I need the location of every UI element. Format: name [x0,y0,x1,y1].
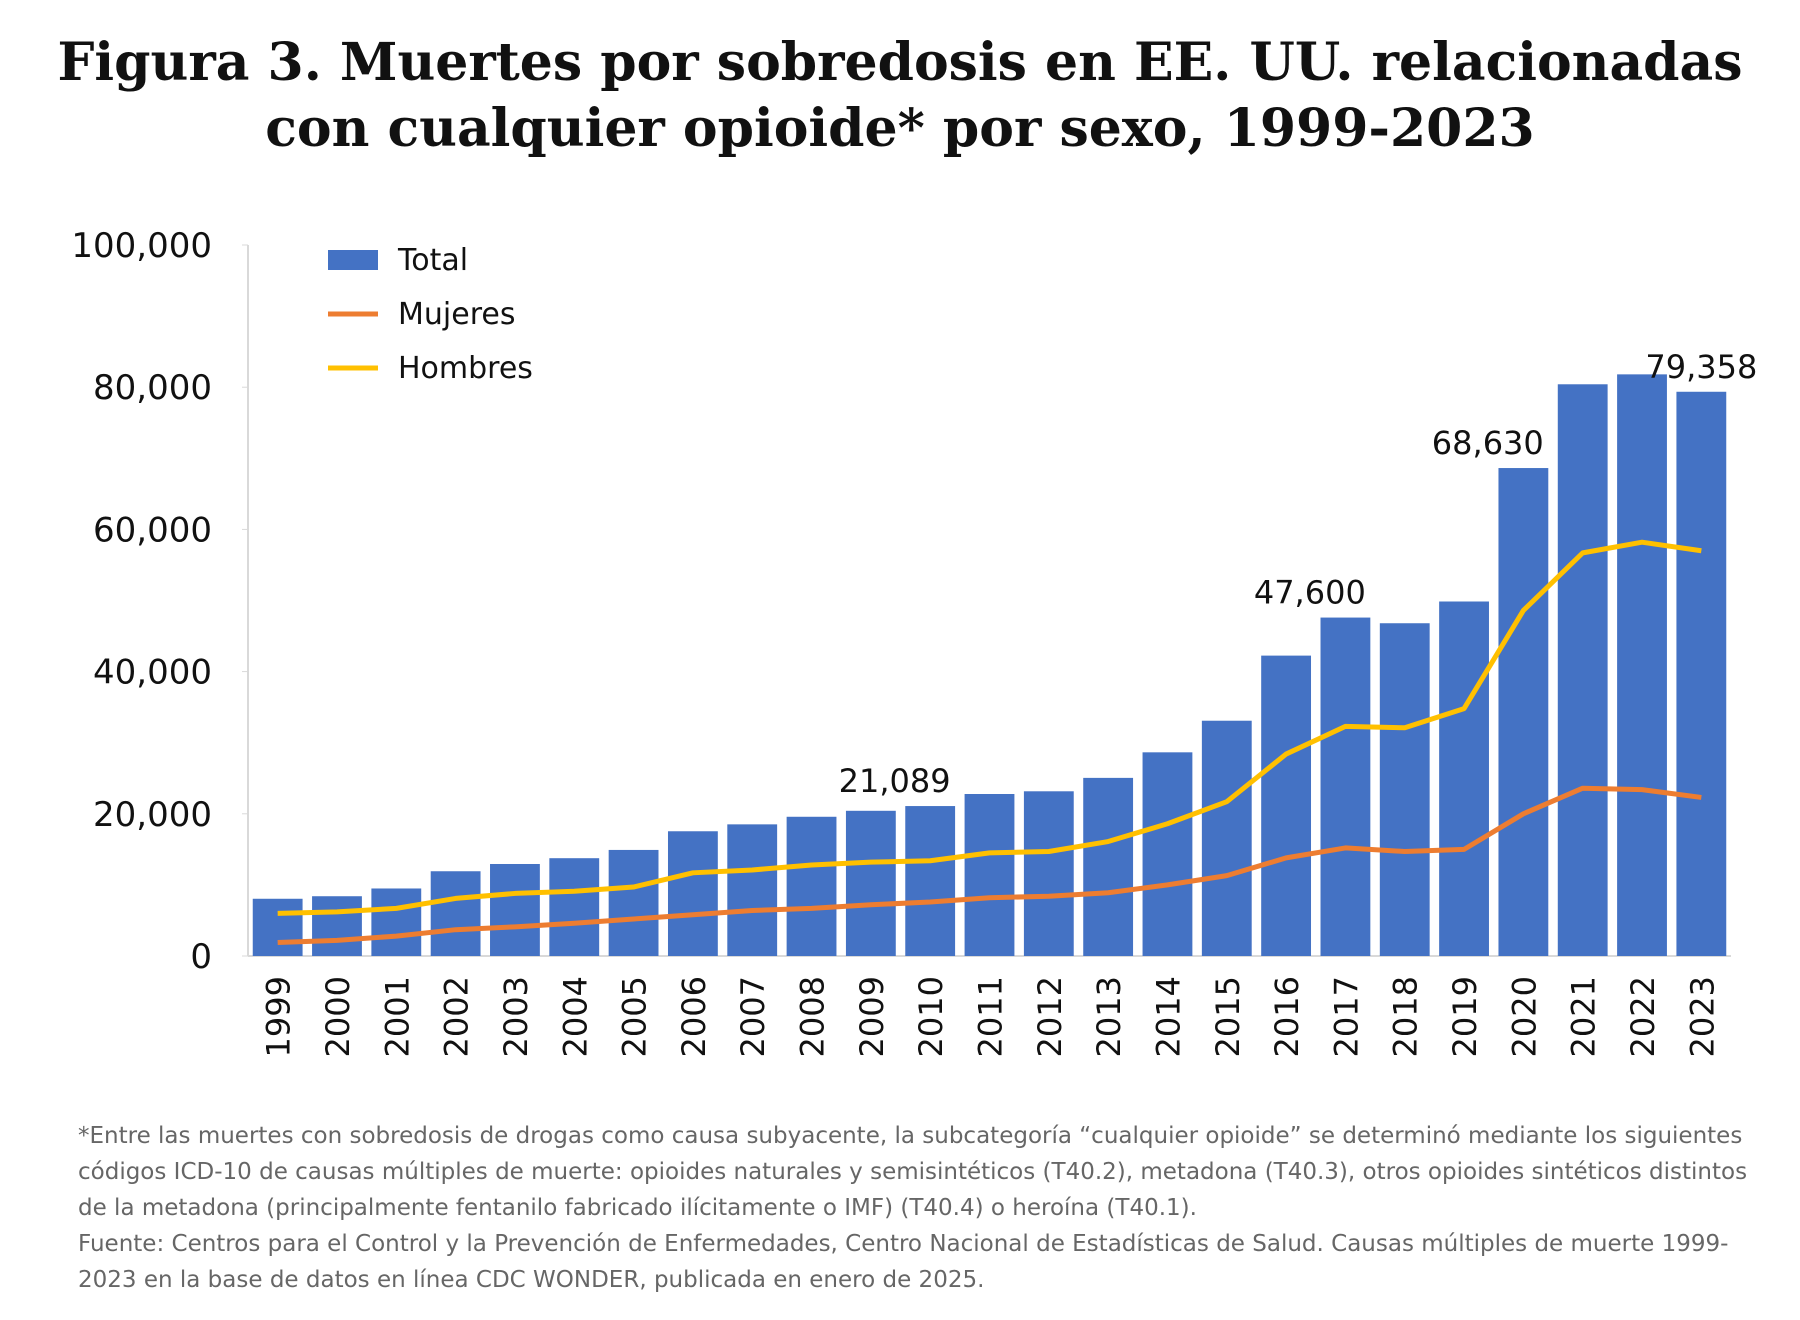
x-tick-label: 2001 [378,976,416,1057]
line [277,785,1702,945]
value-label: 68,630 [1432,424,1544,462]
x-tick-label: 2020 [1505,976,1543,1057]
value-label: 21,089 [839,762,951,800]
x-tick-label: 2009 [853,976,891,1057]
bar [786,816,837,956]
x-tick-label: 2023 [1683,976,1721,1057]
value-label: 79,358 [1645,348,1757,386]
y-tick-label: 100,000 [71,226,212,266]
y-tick-label: 20,000 [93,795,212,835]
bar [490,863,540,956]
x-tick-label: 2021 [1565,976,1603,1057]
x-tick-label: 2000 [319,976,357,1057]
legend-swatch [328,250,378,270]
x-tick-label: 2002 [438,976,476,1057]
bar [1083,777,1134,956]
y-tick-label: 80,000 [93,368,212,408]
x-tick-label: 2008 [794,976,832,1057]
source: Fuente: Centros para el Control y la Pre… [78,1231,1729,1293]
legend-label: Hombres [398,351,533,386]
bar [905,806,956,956]
y-tick-label: 60,000 [93,510,212,550]
bar [1261,655,1312,956]
x-tick-label: 2012 [1031,976,1069,1057]
x-tick-label: 2014 [1149,976,1187,1057]
x-tick-label: 2019 [1446,976,1484,1057]
y-tick-label: 0 [190,937,212,977]
bar [1320,617,1371,956]
footnote: *Entre las muertes con sobredosis de dro… [78,1123,1748,1221]
x-tick-label: 2010 [912,976,950,1057]
x-tick-label: 2017 [1327,976,1365,1057]
x-tick-label: 2016 [1268,976,1306,1057]
bar [1617,374,1667,956]
bar [964,794,1015,956]
line [277,539,1702,916]
x-tick-label: 2013 [1090,976,1128,1057]
legend-label: Mujeres [398,297,515,332]
bar [1557,384,1608,956]
bar [1676,391,1727,956]
bar [727,824,778,956]
bar [1498,468,1549,956]
bar [1439,601,1489,956]
x-tick-label: 2005 [616,976,654,1057]
x-tick-label: 2015 [1209,976,1247,1057]
notes: *Entre las muertes con sobredosis de dro… [78,1118,1748,1298]
bar [845,810,896,956]
chart: 0 20,000 40,000 60,000 80,000 100,000 1999 2000… [71,226,1757,1057]
x-tick-label: 2003 [497,976,535,1057]
bar [549,858,600,956]
x-tick-label: 2004 [556,976,594,1057]
bar [1142,752,1193,956]
bar [430,871,481,956]
x-tick-label: 2022 [1624,976,1662,1057]
chart-title: Figura 3. Muertes por sobredosis en EE. … [57,32,1743,159]
bar [608,849,659,956]
bar [1201,720,1252,956]
x-tick-label: 1999 [260,976,298,1057]
x-tick-label: 2018 [1387,976,1425,1057]
legend-label: Total [397,243,468,278]
bar [667,831,718,956]
x-tick-label: 2006 [675,976,713,1057]
bar [1379,623,1430,956]
bar [371,888,422,956]
y-tick-label: 40,000 [93,653,212,693]
x-tick-label: 2011 [972,976,1010,1057]
value-label: 47,600 [1254,574,1366,612]
bar [252,898,303,956]
bar [312,896,362,956]
bar [1023,791,1074,956]
x-tick-label: 2007 [734,976,772,1057]
